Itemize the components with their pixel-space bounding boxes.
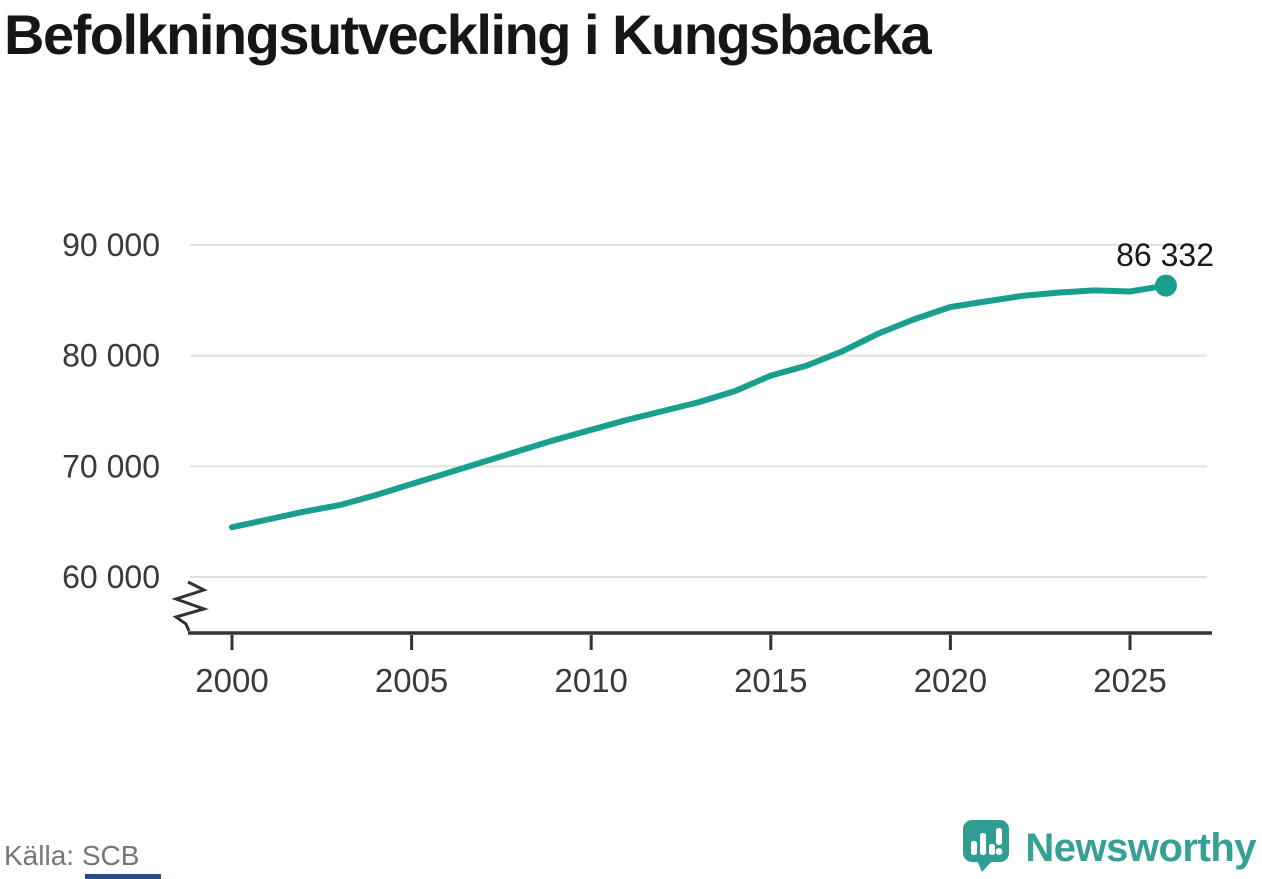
brand-name: Newsworthy xyxy=(1025,825,1256,870)
population-line-chart: 60 000 70 000 80 000 90 000 2000 2005 2010 2015… xyxy=(62,227,1214,699)
source-label: Källa: SCB xyxy=(4,840,140,871)
y-axis-tick-label: 80 000 xyxy=(62,338,160,374)
y-axis-tick-label: 60 000 xyxy=(62,559,160,595)
y-axis-tick-label: 90 000 xyxy=(62,227,160,263)
newsworthy-brand: Newsworthy xyxy=(961,818,1256,878)
x-axis-tick-label: 2020 xyxy=(914,662,987,699)
x-axis-tick-label: 2025 xyxy=(1093,662,1166,699)
y-axis-tick-label: 70 000 xyxy=(62,448,160,484)
y-axis-break-icon xyxy=(171,580,209,632)
x-axis-tick-label: 2010 xyxy=(554,662,627,699)
population-series-line xyxy=(229,282,1169,531)
last-point-dot xyxy=(1154,274,1177,297)
x-axis-tick-label: 2005 xyxy=(375,662,448,699)
last-value-label: 86 332 xyxy=(1116,237,1214,273)
x-axis-tick-label: 2000 xyxy=(195,662,268,699)
newsworthy-logo-icon xyxy=(961,818,1011,878)
x-axis-tick-label: 2015 xyxy=(734,662,807,699)
chart-title: Befolkningsutveckling i Kungsbacka xyxy=(4,3,932,66)
footer-accent-bar xyxy=(85,874,161,879)
